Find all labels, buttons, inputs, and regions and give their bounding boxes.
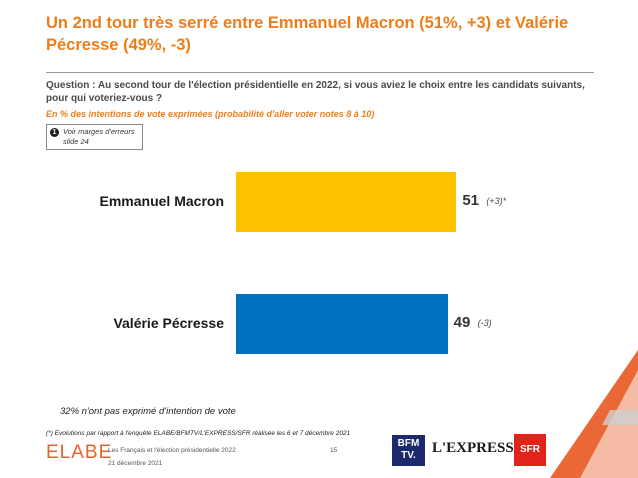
data-label: 51 <box>462 192 479 209</box>
info-icon: 1 <box>50 128 59 137</box>
elabe-decorative-shape <box>550 350 638 478</box>
deco-band <box>602 410 638 425</box>
category-label: Emmanuel Macron <box>99 193 224 209</box>
page-title: Un 2nd tour très serré entre Emmanuel Ma… <box>46 14 569 54</box>
bfmtv-logo-line1: BFM <box>397 438 420 449</box>
note-text: Voir marges d'erreurs slide 24 <box>63 127 135 147</box>
date-text: 21 décembre 2021 <box>108 460 163 467</box>
category-label: Valérie Pécresse <box>113 315 224 331</box>
bar <box>236 172 457 232</box>
note-line-2: slide 24 <box>63 137 89 146</box>
bar <box>236 294 448 354</box>
bfmtv-logo: BFM TV. <box>392 435 425 466</box>
bfmtv-logo-line2: TV. <box>401 450 416 461</box>
question-text: Question : Au second tour de l'élection … <box>46 80 585 104</box>
title-divider <box>46 72 594 73</box>
evolution-label: (+3)* <box>486 196 507 206</box>
elabe-logo: ELABE <box>46 442 113 463</box>
abstention-note: 32% n'ont pas exprimé d'intention de vot… <box>60 406 236 417</box>
margin-of-error-note: 1 Voir marges d'erreurs slide 24 <box>46 124 143 150</box>
lexpress-logo: L'EXPRESS <box>432 440 514 456</box>
source-text: Les Français et l'élection présidentiell… <box>108 447 236 454</box>
chart-subtitle: En % des intentions de vote exprimées (p… <box>46 109 375 119</box>
note-line-1: Voir marges d'erreurs <box>63 127 135 136</box>
page-number: 15 <box>330 447 338 454</box>
data-label: 49 <box>453 314 471 331</box>
sfr-logo: SFR <box>514 434 546 466</box>
evolution-label: (-3) <box>477 318 492 328</box>
evolution-footnote: (*) Evolutions par rapport à l'enquête E… <box>46 430 351 437</box>
